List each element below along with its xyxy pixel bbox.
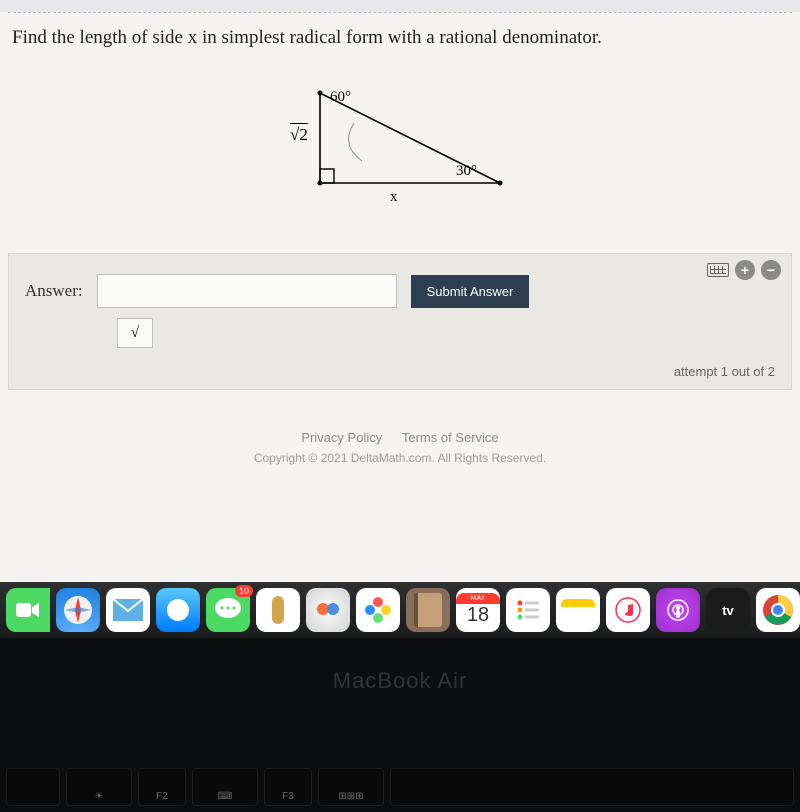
side-left-label: √2	[290, 125, 308, 145]
dock-calendar-icon[interactable]: MAY 18	[456, 588, 500, 632]
key-rest	[390, 768, 794, 806]
side-bottom-label: x	[390, 189, 398, 206]
dock-messages-icon[interactable]: 10	[206, 588, 250, 632]
dock-appletv-icon[interactable]: tv	[706, 588, 750, 632]
dock-mail-icon[interactable]	[106, 588, 150, 632]
sqrt-tool-button[interactable]: √	[117, 318, 153, 348]
zoom-in-button[interactable]: +	[735, 260, 755, 280]
dock-podcasts-icon[interactable]	[656, 588, 700, 632]
dock-safari-icon[interactable]	[56, 588, 100, 632]
key-f2: F2	[138, 768, 186, 806]
copyright-text: Copyright © 2021 DeltaMath.com. All Righ…	[0, 451, 800, 465]
answer-input[interactable]	[97, 274, 397, 308]
dock-reminders-icon[interactable]	[506, 588, 550, 632]
calendar-month: MAY	[456, 593, 500, 604]
zoom-out-button[interactable]: −	[761, 260, 781, 280]
key-mission: ⌨	[192, 768, 258, 806]
answer-panel: + − Answer: Submit Answer √ attempt 1 ou…	[8, 253, 792, 390]
submit-answer-button[interactable]: Submit Answer	[411, 275, 530, 308]
problem-page: Find the length of side x in simplest ra…	[0, 12, 800, 582]
macos-dock: 10 MAY 18 tv	[0, 582, 800, 638]
laptop-model-text: MacBook Air	[0, 668, 800, 694]
angle-right-label: 30°	[456, 163, 477, 180]
key-launchpad: ⊞⊞⊞	[318, 768, 384, 806]
key-blank	[6, 768, 60, 806]
dock-facetime-icon[interactable]	[6, 588, 50, 632]
keyboard-row: ☀ F2 ⌨ F3 ⊞⊞⊞	[0, 762, 800, 812]
dock-notes-icon[interactable]	[556, 588, 600, 632]
dock-music-icon[interactable]	[606, 588, 650, 632]
laptop-body: MacBook Air ☀ F2 ⌨ F3 ⊞⊞⊞	[0, 638, 800, 812]
dock-photos-icon[interactable]	[356, 588, 400, 632]
triangle-svg	[270, 73, 530, 213]
dock-app2-icon[interactable]	[256, 588, 300, 632]
question-text: Find the length of side x in simplest ra…	[0, 13, 800, 57]
answer-label: Answer:	[25, 281, 83, 301]
attempt-counter: attempt 1 out of 2	[25, 364, 775, 379]
dock-chrome-icon[interactable]	[756, 588, 800, 632]
keyboard-icon[interactable]	[707, 263, 729, 277]
privacy-link[interactable]: Privacy Policy	[301, 430, 382, 445]
triangle-figure: 60° 30° √2 x	[270, 73, 530, 213]
panel-icons: + −	[707, 260, 781, 280]
key-brightness: ☀	[66, 768, 132, 806]
dock-app1-icon[interactable]	[156, 588, 200, 632]
dock-app3-icon[interactable]	[306, 588, 350, 632]
footer-links: Privacy Policy Terms of Service	[0, 430, 800, 445]
terms-link[interactable]: Terms of Service	[402, 430, 499, 445]
dock-contacts-icon[interactable]	[406, 588, 450, 632]
key-f3: F3	[264, 768, 312, 806]
angle-top-label: 60°	[330, 89, 351, 106]
messages-badge: 10	[235, 585, 253, 597]
calendar-day: 18	[467, 604, 489, 627]
